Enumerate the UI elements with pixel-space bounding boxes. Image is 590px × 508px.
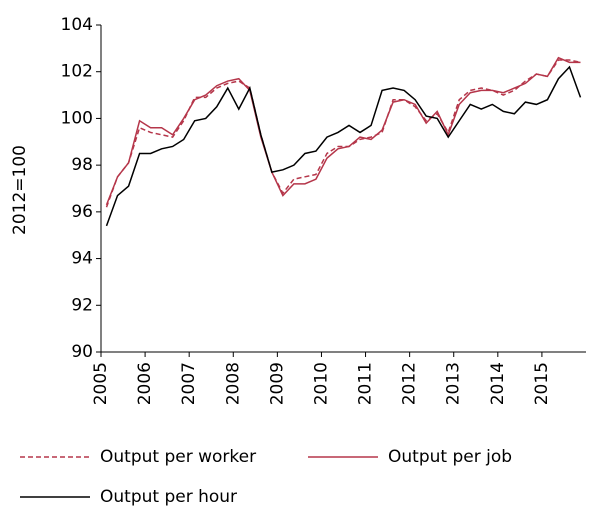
legend-label: Output per worker <box>100 447 256 467</box>
x-tick-label: 2005 <box>91 362 111 405</box>
legend-label: Output per job <box>388 447 512 467</box>
x-tick-label: 2011 <box>356 362 376 405</box>
line-series <box>105 59 581 208</box>
y-tick-label: 96 <box>71 202 93 222</box>
x-tick-label: 2009 <box>267 362 287 405</box>
x-tick-label: 2014 <box>488 362 508 405</box>
y-tick-label: 90 <box>71 342 93 362</box>
legend-label: Output per hour <box>100 487 237 507</box>
y-tick-label: 102 <box>61 62 93 82</box>
y-tick-label: 104 <box>61 15 93 35</box>
x-tick-label: 2010 <box>311 362 331 405</box>
x-tick-label: 2013 <box>444 362 464 405</box>
x-tick-label: 2012 <box>400 362 420 405</box>
line-series <box>105 56 581 206</box>
x-tick-label: 2007 <box>179 362 199 405</box>
y-axis-label: 2012=100 <box>10 145 30 235</box>
y-tick-label: 100 <box>61 108 93 128</box>
x-tick-label: 2015 <box>532 362 552 405</box>
line-series <box>105 65 582 227</box>
y-tick-label: 92 <box>71 295 93 315</box>
y-tick-label: 98 <box>71 155 93 175</box>
y-tick-label: 94 <box>71 249 93 269</box>
x-tick-label: 2008 <box>223 362 243 405</box>
x-tick-label: 2006 <box>135 362 155 405</box>
